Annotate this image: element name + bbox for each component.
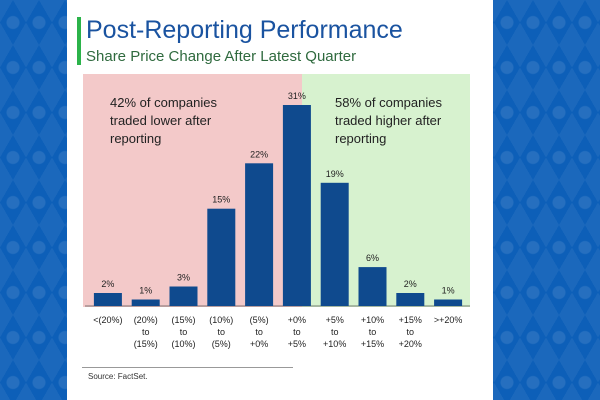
bar	[93, 293, 122, 306]
x-tick-label: +5%	[288, 339, 306, 349]
x-tick-label: +10%	[323, 339, 346, 349]
negative-annotation: 42% of companies traded lower after repo…	[110, 95, 217, 146]
bar-value-label: 31%	[288, 91, 306, 101]
x-tick-label: +5%	[326, 315, 344, 325]
x-tick-label: +15%	[361, 339, 384, 349]
title-accent-bar	[77, 17, 81, 65]
x-tick-label: (15%)	[171, 315, 195, 325]
bar-value-label: 2%	[404, 279, 417, 289]
x-tick-label: to	[369, 327, 377, 337]
x-tick-label: to	[407, 327, 415, 337]
chart-subtitle: Share Price Change After Latest Quarter	[86, 48, 357, 65]
x-tick-label: to	[180, 327, 188, 337]
bar	[245, 163, 274, 306]
bar-value-label: 1%	[442, 286, 455, 296]
x-tick-label: +0%	[250, 339, 268, 349]
chart-title: Post-Reporting Performance	[86, 16, 403, 44]
bar	[282, 105, 311, 306]
bar-value-label: 2%	[101, 279, 114, 289]
x-tick-label: <(20%)	[93, 315, 122, 325]
x-tick-label: to	[255, 327, 263, 337]
x-tick-label: (15%)	[134, 339, 158, 349]
x-tick-label: +10%	[361, 315, 384, 325]
bar	[169, 286, 198, 306]
bar-value-label: 1%	[139, 286, 152, 296]
x-tick-label: +0%	[288, 315, 306, 325]
bar	[320, 182, 349, 306]
bar-value-label: 19%	[326, 169, 344, 179]
bar-value-label: 6%	[366, 253, 379, 263]
x-tick-label: to	[218, 327, 226, 337]
bar	[358, 267, 387, 306]
x-tick-label: (5%)	[250, 315, 269, 325]
bar-value-label: 15%	[212, 195, 230, 205]
x-tick-label: (5%)	[212, 339, 231, 349]
bar	[434, 299, 463, 306]
x-tick-label: to	[331, 327, 339, 337]
x-tick-label: to	[142, 327, 150, 337]
bar	[396, 293, 425, 306]
bar	[131, 299, 160, 306]
source-note: Source: FactSet.	[88, 372, 148, 381]
x-tick-label: (10%)	[171, 339, 195, 349]
x-tick-label: +15%	[399, 315, 422, 325]
source-divider	[82, 367, 293, 368]
bar	[207, 208, 236, 306]
x-tick-label: >+20%	[434, 315, 463, 325]
x-tick-label: +20%	[399, 339, 422, 349]
x-tick-label: (20%)	[134, 315, 158, 325]
x-tick-label: to	[293, 327, 301, 337]
x-tick-label: (10%)	[209, 315, 233, 325]
positive-annotation: 58% of companies traded higher after rep…	[335, 95, 442, 146]
bar-value-label: 22%	[250, 149, 268, 159]
bar-value-label: 3%	[177, 273, 190, 283]
